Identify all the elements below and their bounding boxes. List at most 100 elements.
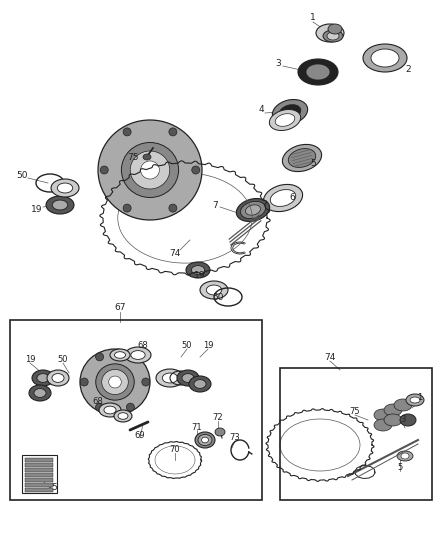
Ellipse shape [288,149,316,167]
Text: 74: 74 [324,352,336,361]
Text: 7: 7 [212,200,218,209]
Ellipse shape [118,413,128,419]
Ellipse shape [182,374,194,382]
Ellipse shape [384,404,402,416]
Ellipse shape [51,179,79,197]
Text: 50: 50 [16,172,28,181]
Ellipse shape [99,403,121,417]
Ellipse shape [131,351,145,359]
Ellipse shape [201,437,208,443]
Ellipse shape [306,64,330,80]
Ellipse shape [397,451,413,461]
Ellipse shape [374,409,392,421]
Bar [25,473,53,477]
Text: 1: 1 [310,13,316,22]
Ellipse shape [410,397,420,403]
Text: 75: 75 [350,408,360,416]
Bar [25,458,53,462]
Ellipse shape [323,30,343,42]
Ellipse shape [298,59,338,85]
Ellipse shape [283,144,321,172]
Ellipse shape [29,385,51,401]
Ellipse shape [57,183,73,193]
Ellipse shape [237,198,270,222]
Ellipse shape [384,414,402,426]
Ellipse shape [394,399,412,411]
Ellipse shape [34,389,46,398]
Bar [25,468,53,472]
Ellipse shape [80,349,150,415]
Ellipse shape [186,262,210,278]
Text: 4: 4 [258,106,264,115]
Ellipse shape [96,364,134,400]
Ellipse shape [142,378,150,386]
Text: 50: 50 [182,342,192,351]
Ellipse shape [272,100,307,125]
Ellipse shape [363,44,407,72]
Ellipse shape [215,428,225,436]
Bar [25,483,53,487]
Bar [25,463,53,466]
Ellipse shape [200,281,228,299]
Text: 19: 19 [31,206,43,214]
Text: 74: 74 [170,248,181,257]
Ellipse shape [46,196,74,214]
Text: 1: 1 [417,393,423,402]
Ellipse shape [374,419,392,431]
Ellipse shape [104,406,116,414]
Text: 3: 3 [400,416,406,424]
Bar [25,488,53,491]
Ellipse shape [400,414,416,426]
Text: 2: 2 [405,66,411,75]
Text: 19: 19 [25,356,35,365]
Ellipse shape [406,394,424,406]
Ellipse shape [52,374,64,382]
Ellipse shape [269,109,300,131]
Ellipse shape [52,200,68,210]
Ellipse shape [270,190,296,206]
Ellipse shape [109,376,121,388]
Ellipse shape [189,376,211,392]
Ellipse shape [191,265,205,274]
Text: 69: 69 [135,431,145,440]
Ellipse shape [198,434,212,446]
Ellipse shape [130,151,170,189]
Ellipse shape [240,201,265,219]
Text: 68: 68 [138,342,148,351]
Ellipse shape [37,374,49,382]
Ellipse shape [123,128,131,136]
Ellipse shape [156,369,184,387]
Ellipse shape [100,166,108,174]
Text: 75: 75 [127,154,139,163]
Bar [10,320,262,500]
Text: 5: 5 [397,464,403,472]
Ellipse shape [279,104,301,119]
Text: 67: 67 [114,303,126,312]
Ellipse shape [95,403,104,411]
Ellipse shape [127,353,134,361]
Text: 19: 19 [203,342,213,351]
Ellipse shape [102,369,128,394]
Bar [25,478,53,481]
Ellipse shape [401,453,409,459]
Ellipse shape [328,24,342,34]
Ellipse shape [47,370,69,386]
Ellipse shape [195,432,215,448]
Text: 75: 75 [48,483,58,492]
Ellipse shape [141,161,159,179]
Text: 72: 72 [213,414,223,423]
Ellipse shape [194,379,206,389]
Ellipse shape [110,349,130,361]
Text: 3: 3 [275,59,281,68]
Text: 73: 73 [230,433,240,442]
Ellipse shape [177,370,199,386]
Ellipse shape [162,373,178,383]
Ellipse shape [246,205,261,215]
Text: 71: 71 [192,423,202,432]
Ellipse shape [114,410,132,422]
Ellipse shape [316,24,344,42]
Ellipse shape [371,49,399,67]
Text: 50: 50 [58,356,68,365]
Ellipse shape [327,32,339,40]
Ellipse shape [80,378,88,386]
